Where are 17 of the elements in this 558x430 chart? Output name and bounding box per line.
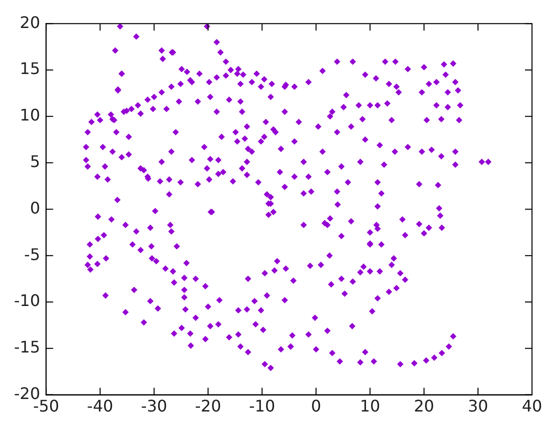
x-tick-label: -40 bbox=[87, 396, 114, 416]
y-tick-label: -10 bbox=[14, 291, 40, 310]
y-tick-label: 5 bbox=[30, 152, 40, 171]
x-tick-label: -20 bbox=[195, 396, 222, 416]
y-tick-label: 0 bbox=[30, 198, 40, 218]
x-tick-label: 10 bbox=[360, 396, 380, 416]
x-tick-label: 40 bbox=[522, 396, 542, 416]
x-tick-label: -30 bbox=[141, 396, 168, 416]
y-tick-label: 20 bbox=[20, 12, 40, 32]
x-tick-label: 20 bbox=[414, 396, 434, 416]
y-tick-label: 10 bbox=[20, 106, 40, 125]
x-tick-label: -10 bbox=[249, 396, 276, 416]
y-tick-label: 15 bbox=[20, 59, 40, 78]
x-tick-label: 0 bbox=[310, 396, 322, 416]
y-tick-label: -15 bbox=[14, 338, 40, 357]
x-tick-label: 30 bbox=[468, 396, 488, 416]
y-tick-label: -5 bbox=[24, 244, 40, 264]
